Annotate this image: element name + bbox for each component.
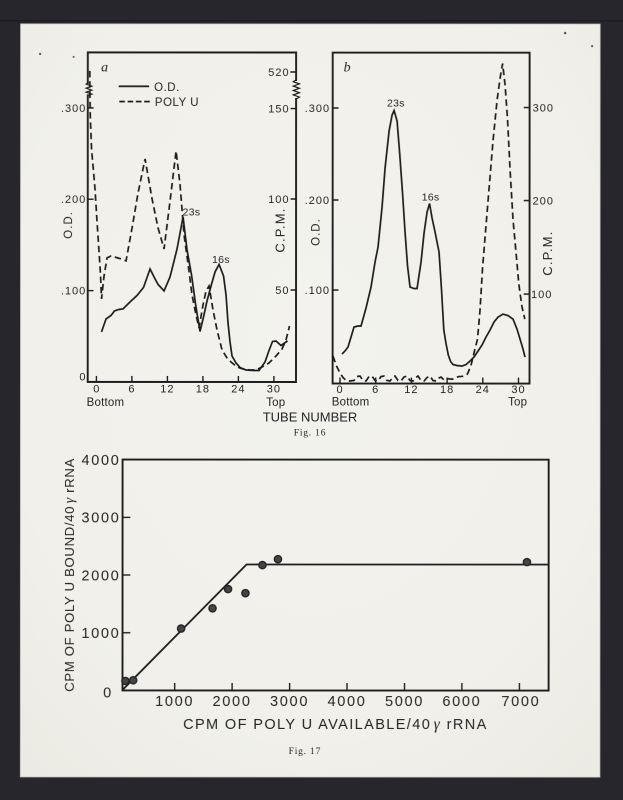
svg-text:a: a — [101, 60, 108, 75]
svg-text:6000: 6000 — [442, 694, 481, 710]
svg-text:.200: .200 — [61, 194, 86, 206]
svg-text:3000: 3000 — [81, 511, 120, 527]
svg-text:1000: 1000 — [155, 694, 194, 710]
svg-text:300: 300 — [533, 102, 554, 114]
svg-text:.300: .300 — [305, 103, 330, 115]
svg-text:23s: 23s — [387, 98, 405, 110]
svg-text:0: 0 — [103, 685, 113, 701]
svg-text:POLY U: POLY U — [155, 97, 199, 109]
svg-text:16s: 16s — [212, 254, 230, 266]
svg-text:.200: .200 — [305, 195, 330, 207]
svg-text:0: 0 — [79, 371, 86, 383]
svg-text:23s: 23s — [183, 206, 201, 218]
svg-text:12: 12 — [160, 383, 174, 395]
svg-text:24: 24 — [476, 384, 490, 396]
svg-text:24: 24 — [231, 383, 245, 395]
svg-text:.100: .100 — [305, 285, 330, 297]
svg-text:30: 30 — [511, 384, 525, 396]
svg-text:Fig. 17: Fig. 17 — [289, 747, 322, 757]
svg-text:200: 200 — [533, 195, 554, 207]
svg-text:TUBE NUMBER: TUBE NUMBER — [263, 409, 358, 424]
svg-text:Fig. 16: Fig. 16 — [294, 428, 327, 438]
svg-text:Bottom: Bottom — [87, 397, 125, 409]
svg-text:100: 100 — [268, 194, 289, 206]
svg-text:C.P.M.: C.P.M. — [540, 230, 555, 275]
svg-text:6: 6 — [128, 383, 135, 395]
svg-text:520: 520 — [268, 67, 289, 79]
svg-text:4000: 4000 — [81, 453, 120, 469]
svg-text:O.D.: O.D. — [311, 218, 323, 246]
svg-text:CPM OF POLY U BOUND/40γ rRNA: CPM OF POLY U BOUND/40γ rRNA — [62, 458, 77, 692]
svg-text:CPM OF POLY U AVAILABLE/40γ rR: CPM OF POLY U AVAILABLE/40 γ rRNA — [183, 716, 488, 733]
svg-text:0: 0 — [336, 384, 343, 396]
svg-text:150: 150 — [268, 103, 289, 115]
svg-text:16s: 16s — [422, 192, 440, 204]
svg-text:12: 12 — [404, 384, 418, 396]
svg-text:0: 0 — [93, 383, 100, 395]
svg-text:18: 18 — [196, 383, 210, 395]
svg-text:50: 50 — [275, 285, 289, 297]
svg-text:Bottom: Bottom — [332, 397, 370, 409]
svg-text:b: b — [344, 61, 351, 76]
svg-text:C.P.M.: C.P.M. — [273, 207, 288, 252]
svg-text:O.D.: O.D. — [154, 82, 180, 94]
svg-text:Top: Top — [508, 397, 527, 409]
svg-text:5000: 5000 — [385, 694, 424, 710]
svg-text:Top: Top — [266, 397, 285, 409]
svg-text:2000: 2000 — [81, 568, 120, 584]
svg-text:30: 30 — [267, 383, 281, 395]
svg-text:O.D.: O.D. — [63, 211, 75, 239]
svg-text:4000: 4000 — [327, 694, 366, 710]
svg-text:2000: 2000 — [213, 694, 252, 710]
svg-text:.300: .300 — [61, 103, 86, 115]
svg-text:.100: .100 — [61, 286, 86, 298]
svg-text:1000: 1000 — [81, 626, 120, 642]
svg-text:7000: 7000 — [501, 694, 540, 710]
svg-text:6: 6 — [372, 384, 379, 396]
svg-text:100: 100 — [531, 289, 552, 301]
svg-text:3000: 3000 — [270, 694, 309, 710]
svg-text:18: 18 — [440, 384, 454, 396]
